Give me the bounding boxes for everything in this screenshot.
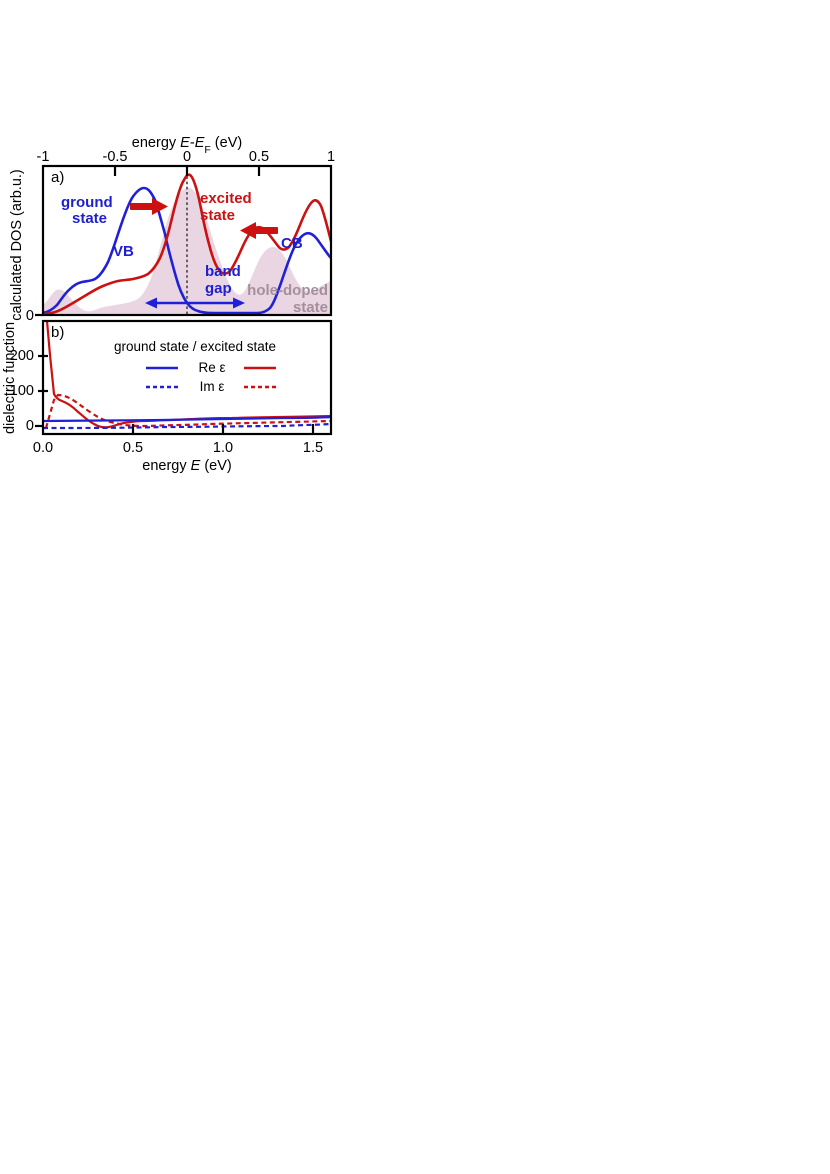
panel-a-xtick-4: 1 [327, 149, 335, 165]
panel-b-legend: ground state / excited state Re ε Im ε [114, 339, 276, 394]
annotation-ground-state-line1: ground [61, 194, 113, 211]
annotation-hole-doped-line1: hole-doped [247, 282, 328, 299]
panel-b-xtick-1: 0.5 [123, 440, 143, 456]
panel-a-xtick-2: 0 [183, 149, 191, 165]
panel-a-xtick-0: -1 [37, 149, 50, 165]
excited-state-dos-curve [43, 173, 331, 315]
ground-state-dos-curve [43, 186, 331, 315]
panel-b-frame [41, 319, 333, 436]
annotation-excited-state-line2: state [200, 207, 235, 224]
panel-b-ytick-1: 100 [10, 383, 34, 399]
legend-title: ground state / excited state [114, 339, 276, 354]
panel-b-ytick-0: 0 [26, 418, 34, 434]
panel-b-label: b) [51, 324, 64, 341]
legend-label-im: Im ε [200, 379, 225, 394]
re-eps-ground-curve [43, 415, 331, 423]
cb-shift-arrow-icon [240, 222, 278, 239]
panel-a-top-axis-title: energy E-EF (eV) [132, 135, 242, 156]
panel-b-curves [43, 321, 331, 430]
annotation-cb: CB [281, 235, 303, 252]
band-gap-double-arrow-icon [145, 297, 245, 309]
annotation-hole-doped-line2: state [293, 299, 328, 316]
panel-b-x-axis-title: energy E (eV) [142, 458, 231, 474]
panel-a: energy E-EF (eV) calculated DOS (arb.u.)… [9, 135, 335, 324]
panel-b-xtick-2: 1.0 [213, 440, 233, 456]
panel-a-label: a) [51, 169, 64, 186]
panel-a-ytick-0: 0 [26, 308, 34, 324]
panel-b-y-axis-title: dielectric function [2, 322, 18, 434]
panel-b: dielectric function 0 100 200 ground sta… [2, 319, 333, 474]
panel-b-xtick-3: 1.5 [303, 440, 323, 456]
vb-shift-arrow-icon [130, 198, 168, 215]
panel-b-ytick-2: 200 [10, 348, 34, 364]
im-eps-excited-curve [44, 393, 331, 429]
legend-label-re: Re ε [198, 360, 225, 375]
panel-a-xtick-3: 0.5 [249, 149, 269, 165]
panel-b-xtick-0: 0.0 [33, 440, 53, 456]
annotation-vb: VB [113, 243, 134, 260]
im-eps-ground-curve [43, 422, 331, 430]
annotation-excited-state-line1: excited [200, 190, 252, 207]
annotation-ground-state-line2: state [72, 210, 107, 227]
annotation-band-gap-line2: gap [205, 280, 232, 297]
panel-a-xtick-1: -0.5 [103, 149, 128, 165]
annotation-band-gap-line1: band [205, 263, 241, 280]
panel-a-y-axis-title: calculated DOS (arb.u.) [9, 169, 25, 321]
